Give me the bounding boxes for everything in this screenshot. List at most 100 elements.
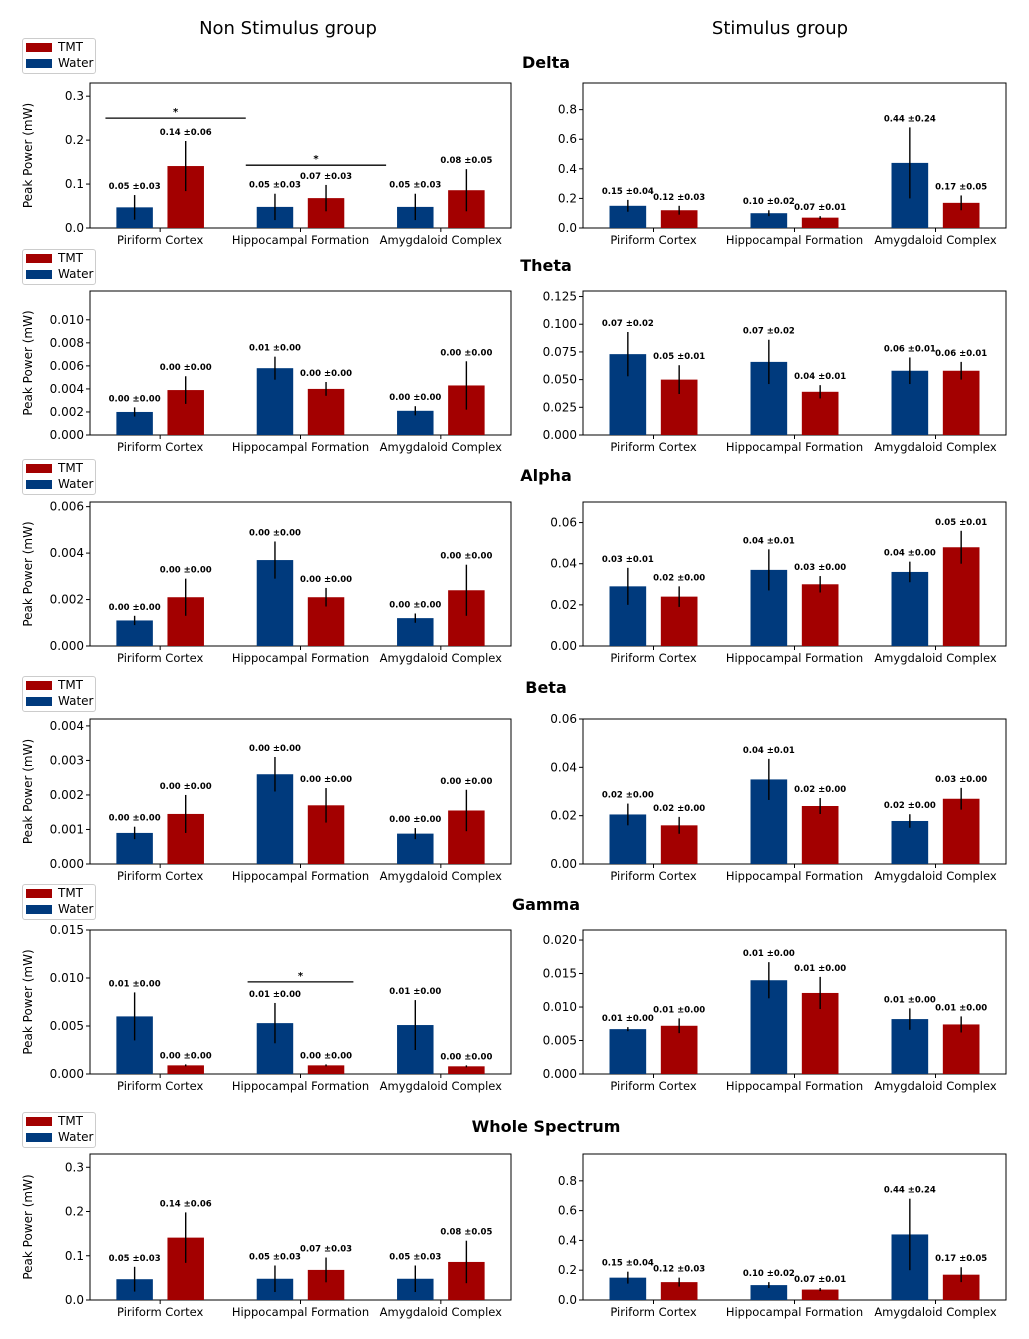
y-tick-label: 0.1 xyxy=(65,177,84,191)
value-label: 0.07 ±0.02 xyxy=(743,327,795,337)
y-tick-label: 0.025 xyxy=(543,400,577,414)
y-tick-label: 0.00 xyxy=(550,857,577,871)
value-label: 0.01 ±0.00 xyxy=(249,990,301,1000)
y-tick-label: 0.000 xyxy=(50,857,84,871)
legend-delta: TMT Water xyxy=(22,38,96,74)
band-title-whole-spectrum: Whole Spectrum xyxy=(471,1117,621,1136)
x-tick-label: Piriform Cortex xyxy=(610,1079,696,1093)
y-tick-label: 0.00 xyxy=(550,639,577,653)
y-tick-label: 0.8 xyxy=(558,103,577,117)
value-label: 0.44 ±0.24 xyxy=(884,1186,936,1196)
value-label: 0.01 ±0.00 xyxy=(653,1005,705,1015)
water-swatch xyxy=(26,58,52,68)
water-bar xyxy=(609,1029,647,1074)
y-tick-label: 0.2 xyxy=(558,1263,577,1277)
value-label: 0.06 ±0.01 xyxy=(935,349,987,359)
y-tick-label: 0.4 xyxy=(558,162,577,176)
x-tick-label: Amygdaloid Complex xyxy=(874,869,997,883)
value-label: 0.01 ±0.00 xyxy=(794,964,846,974)
tmt-swatch xyxy=(26,680,52,690)
water-bar xyxy=(891,571,929,646)
y-tick-label: 0.0 xyxy=(558,1293,577,1307)
x-tick-label: Hippocampal Formation xyxy=(726,233,863,247)
y-tick-label: 0.002 xyxy=(50,593,84,607)
band-title-gamma: Gamma xyxy=(511,895,581,914)
water-swatch xyxy=(26,904,52,914)
x-tick-label: Hippocampal Formation xyxy=(726,651,863,665)
y-tick-label: 0.006 xyxy=(50,359,84,373)
value-label: 0.17 ±0.05 xyxy=(935,182,987,192)
y-axis-label: Peak Power (mW) xyxy=(21,739,35,844)
water-bar xyxy=(750,1285,788,1300)
y-tick-label: 0.3 xyxy=(65,89,84,103)
value-label: 0.17 ±0.05 xyxy=(935,1254,987,1264)
water-swatch xyxy=(26,479,52,489)
x-tick-label: Amygdaloid Complex xyxy=(380,233,503,247)
y-tick-label: 0.008 xyxy=(50,336,84,350)
legend-tmt-label: TMT xyxy=(58,40,84,54)
value-label: 0.04 ±0.01 xyxy=(794,372,846,382)
x-tick-label: Amygdaloid Complex xyxy=(380,651,503,665)
legend-tmt-label: TMT xyxy=(58,1114,84,1128)
y-tick-label: 0.06 xyxy=(550,516,577,530)
x-tick-label: Piriform Cortex xyxy=(117,1079,203,1093)
value-label: 0.12 ±0.03 xyxy=(653,1265,705,1275)
value-label: 0.00 ±0.00 xyxy=(300,369,352,379)
tmt-bar xyxy=(660,1025,698,1074)
legend-tmt-label: TMT xyxy=(58,461,84,475)
y-axis-label: Peak Power (mW) xyxy=(21,310,35,415)
y-tick-label: 0.005 xyxy=(50,1019,84,1033)
plot-frame xyxy=(89,718,512,865)
value-label: 0.01 ±0.00 xyxy=(884,995,936,1005)
legend-water-label: Water xyxy=(58,1130,94,1144)
value-label: 0.00 ±0.00 xyxy=(389,815,441,825)
value-label: 0.05 ±0.01 xyxy=(653,352,705,362)
value-label: 0.02 ±0.00 xyxy=(653,804,705,814)
y-tick-label: 0.020 xyxy=(543,933,577,947)
plot-frame xyxy=(89,290,512,436)
x-tick-label: Hippocampal Formation xyxy=(232,869,369,883)
x-tick-label: Amygdaloid Complex xyxy=(874,233,997,247)
y-tick-label: 0.02 xyxy=(550,598,577,612)
value-label: 0.00 ±0.00 xyxy=(160,363,212,373)
x-tick-label: Piriform Cortex xyxy=(610,440,696,454)
value-label: 0.00 ±0.00 xyxy=(440,348,492,358)
value-label: 0.15 ±0.04 xyxy=(602,187,654,197)
x-tick-label: Hippocampal Formation xyxy=(232,1305,369,1319)
x-tick-label: Amygdaloid Complex xyxy=(874,1079,997,1093)
x-tick-label: Hippocampal Formation xyxy=(726,1079,863,1093)
value-label: 0.00 ±0.00 xyxy=(160,782,212,792)
water-swatch xyxy=(26,696,52,706)
legend-alpha: TMT Water xyxy=(22,459,96,495)
value-label: 0.14 ±0.06 xyxy=(160,128,212,138)
value-label: 0.07 ±0.01 xyxy=(794,203,846,213)
tmt-bar xyxy=(801,806,839,864)
tmt-bar xyxy=(660,210,698,228)
tmt-bar xyxy=(307,1065,345,1074)
x-tick-label: Piriform Cortex xyxy=(117,869,203,883)
x-tick-label: Amygdaloid Complex xyxy=(874,651,997,665)
non-stimulus-header: Non Stimulus group xyxy=(199,18,377,39)
y-tick-label: 0.0 xyxy=(558,221,577,235)
value-label: 0.01 ±0.00 xyxy=(389,987,441,997)
stimulus-header: Stimulus group xyxy=(711,18,849,39)
tmt-bar xyxy=(660,1282,698,1300)
water-bar xyxy=(750,213,788,228)
legend-beta: TMT Water xyxy=(22,676,96,712)
tmt-bar xyxy=(307,388,345,435)
legend-water-label: Water xyxy=(58,477,94,491)
value-label: 0.05 ±0.03 xyxy=(249,181,301,191)
water-swatch xyxy=(26,269,52,279)
tmt-bar xyxy=(801,1289,839,1300)
value-label: 0.04 ±0.01 xyxy=(743,746,795,756)
tmt-swatch xyxy=(26,42,52,52)
value-label: 0.02 ±0.00 xyxy=(794,785,846,795)
y-tick-label: 0.2 xyxy=(65,1205,84,1219)
value-label: 0.05 ±0.01 xyxy=(935,518,987,528)
x-tick-label: Hippocampal Formation xyxy=(232,440,369,454)
value-label: 0.03 ±0.01 xyxy=(602,555,654,565)
value-label: 0.00 ±0.00 xyxy=(389,393,441,403)
tmt-swatch xyxy=(26,888,52,898)
y-tick-label: 0.100 xyxy=(543,317,577,331)
y-tick-label: 0.8 xyxy=(558,1174,577,1188)
